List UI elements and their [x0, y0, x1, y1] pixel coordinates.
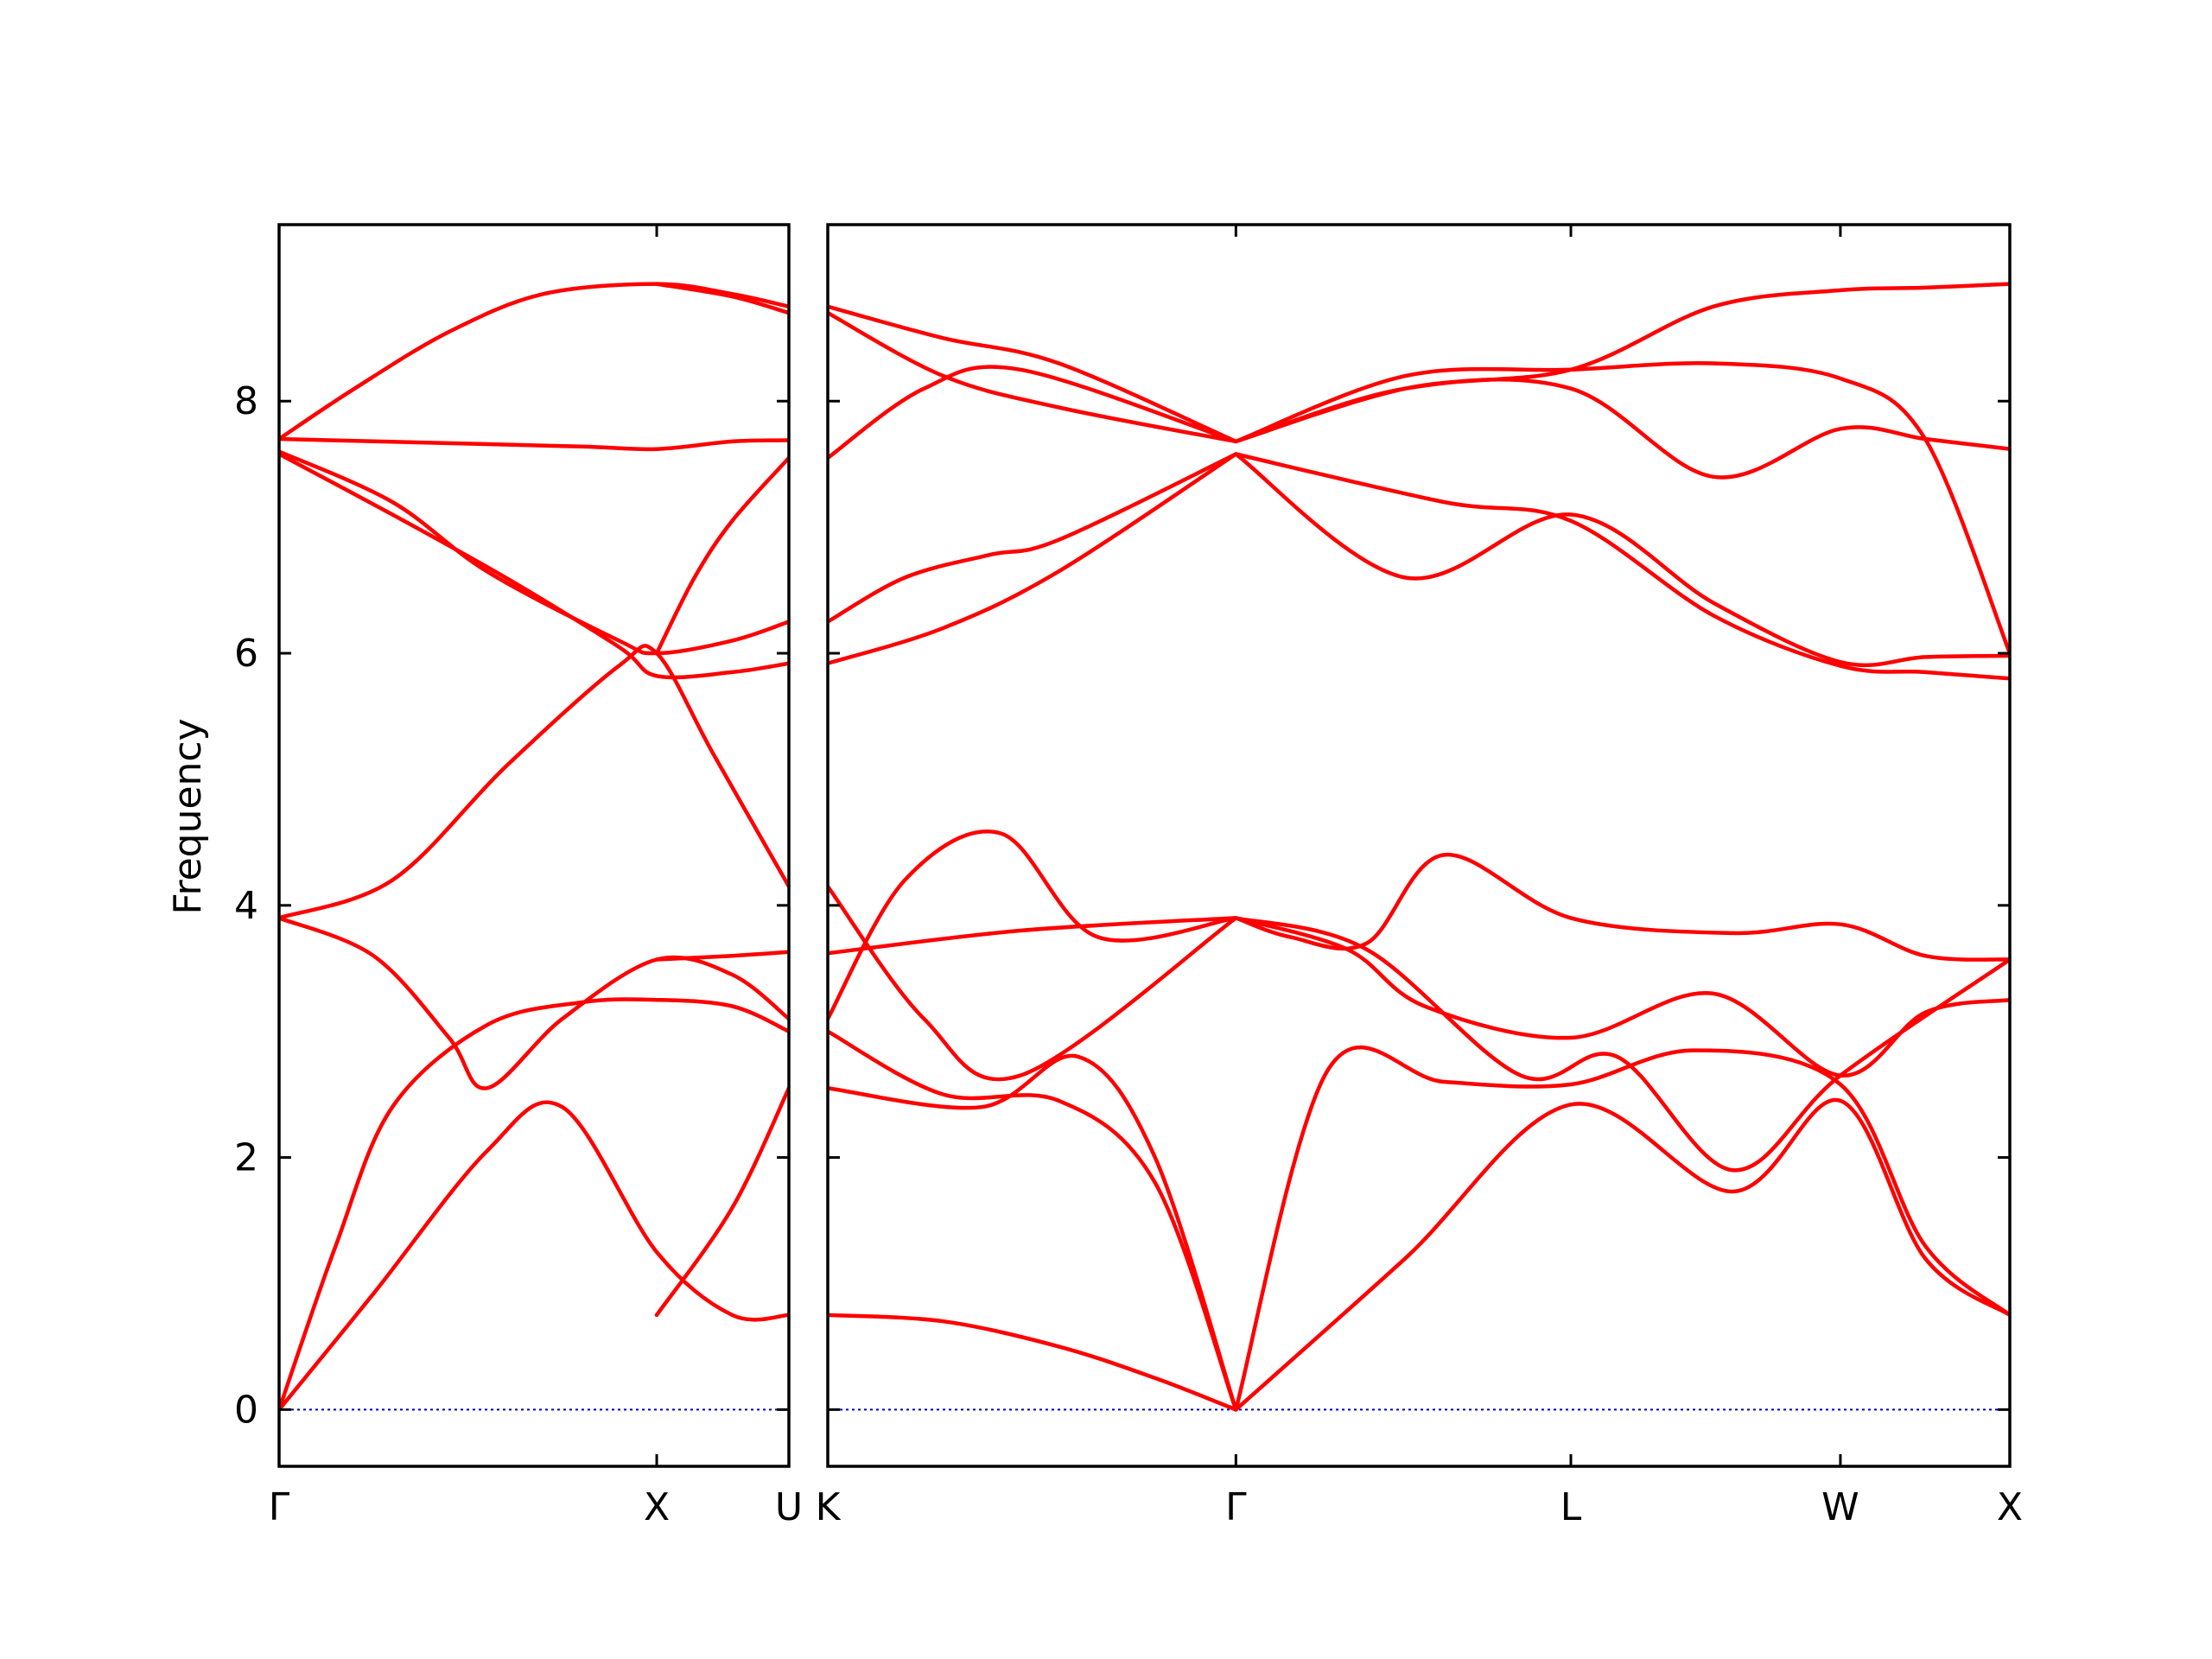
band-line-12	[654, 282, 789, 315]
x-tick-label: X	[644, 1485, 670, 1529]
x-tick-label: Γ	[269, 1485, 290, 1529]
band-line-10	[1234, 452, 2010, 681]
panel-frame	[826, 223, 2012, 1468]
x-tick-label: W	[1821, 1485, 1859, 1529]
band-line-9	[1234, 452, 2010, 668]
band-line-8	[1234, 916, 2010, 1173]
band-line-10	[654, 1086, 789, 1318]
band-line-19	[828, 365, 1238, 461]
band-line-7	[1234, 853, 2010, 962]
y-axis-label: Frequency	[166, 718, 210, 914]
band-line-14	[828, 830, 1238, 1021]
band-line-2	[828, 1029, 1238, 1412]
band-line-16	[828, 884, 1238, 1082]
band-line-4	[1234, 1097, 2010, 1412]
band-line-18	[828, 452, 1238, 665]
band-line-13	[1234, 282, 2010, 444]
band-line-2	[279, 997, 789, 1412]
band-line-5	[1234, 1046, 2010, 1412]
band-line-3	[828, 1053, 1238, 1412]
band-line-1	[279, 1100, 789, 1412]
band-line-15	[828, 916, 1238, 956]
y-tick-label: 6	[234, 632, 258, 676]
chart-panels: Γ X U 0 2 4 6 8 K Γ L W X	[234, 223, 2023, 1529]
band-line-20	[828, 304, 1238, 444]
band-line-21	[828, 310, 1238, 444]
y-tick-label: 8	[234, 379, 258, 423]
panel-frame	[277, 223, 791, 1468]
y-tick-label: 0	[234, 1388, 258, 1432]
band-line-6	[279, 449, 789, 656]
x-tick-label: Γ	[1225, 1485, 1247, 1529]
band-line-7	[279, 436, 789, 452]
band-line-17	[828, 452, 1238, 624]
band-line-9	[654, 455, 789, 656]
band-line-1	[828, 1313, 1238, 1412]
y-tick-label: 4	[234, 884, 258, 928]
x-tick-label: K	[816, 1485, 842, 1529]
band-line-11	[1234, 360, 2010, 656]
band-line-11	[654, 950, 789, 962]
x-tick-label: L	[1560, 1485, 1582, 1529]
series-group	[828, 282, 2010, 1412]
x-tick-label: U	[775, 1485, 803, 1529]
band-line-3	[279, 916, 789, 1090]
band-line-8	[279, 282, 789, 442]
panel-1: Γ X U 0 2 4 6 8	[234, 223, 803, 1529]
x-tick-label: X	[1997, 1485, 2023, 1529]
band-line-4	[279, 644, 789, 920]
y-tick-label: 2	[234, 1136, 258, 1180]
series-group	[279, 282, 789, 1412]
